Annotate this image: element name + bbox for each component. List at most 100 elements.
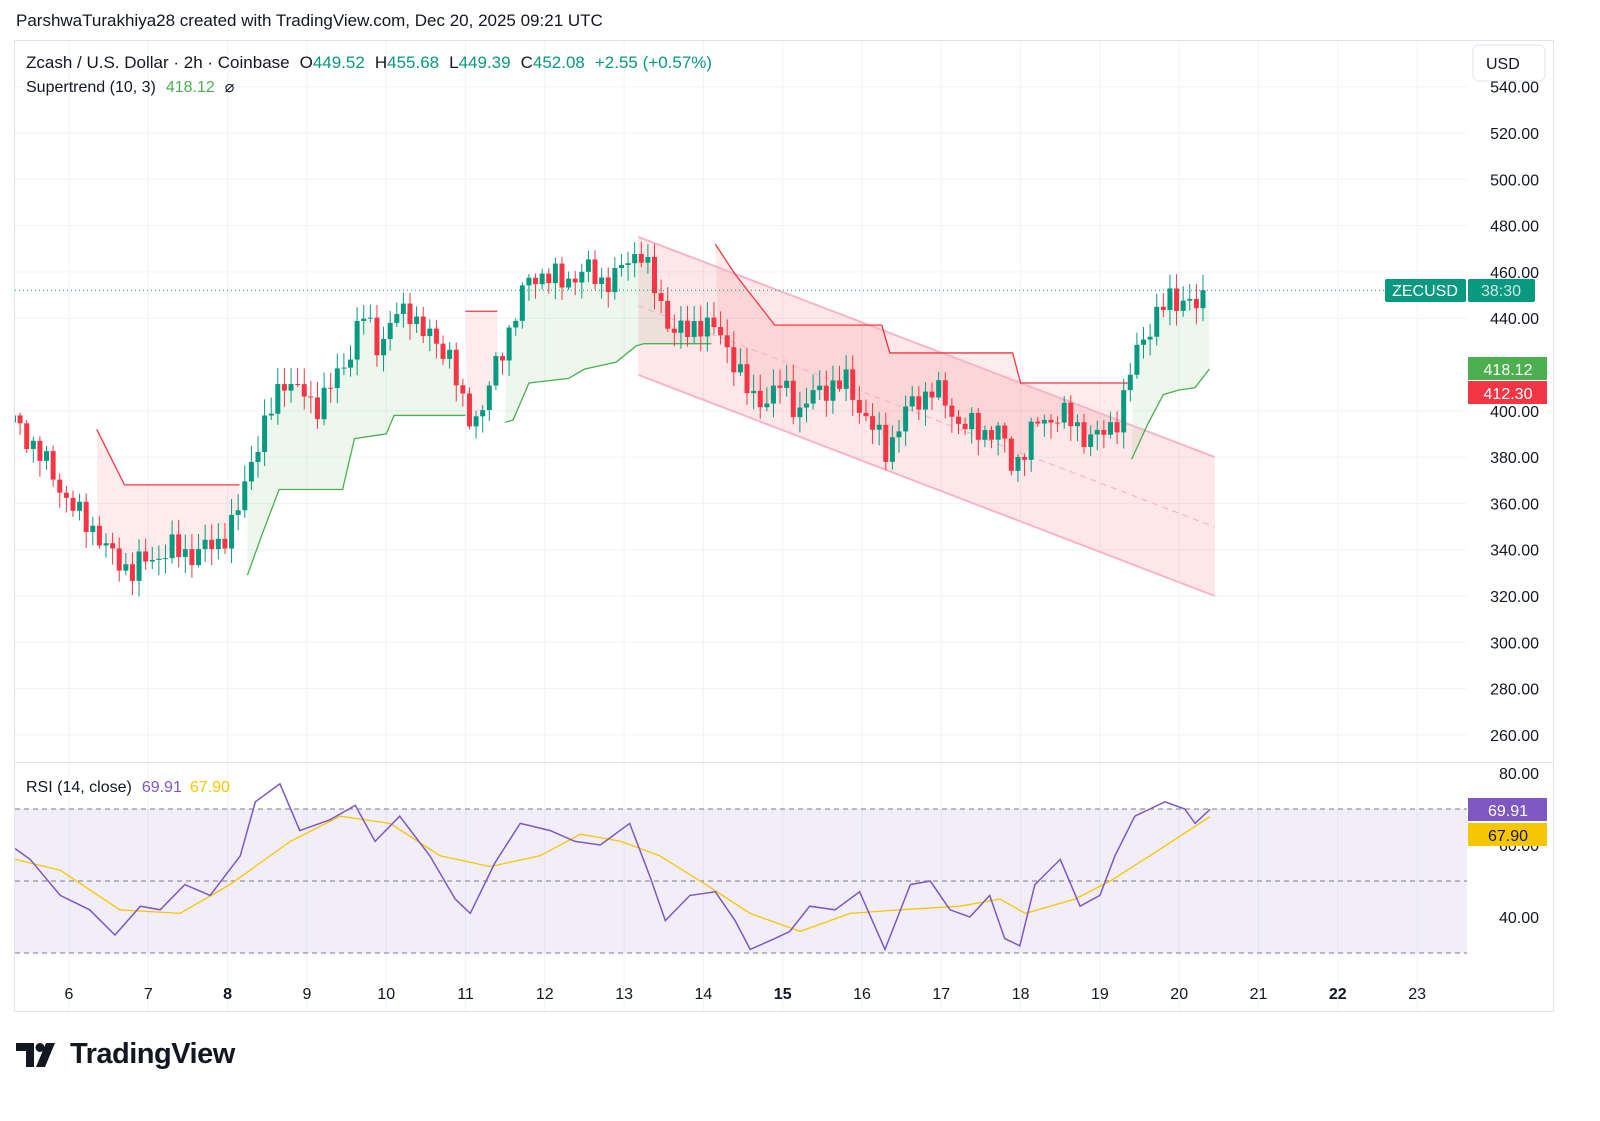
supertrend-badges: 418.12 412.30 69.91 67.90 [1468,357,1547,846]
candle [70,490,76,517]
close-value: 452.08 [533,53,585,72]
candle-body [784,380,790,388]
candle [328,372,334,403]
candle [1200,274,1206,322]
rsi-ma-line [15,815,1211,933]
time-tick-label: 10 [377,986,395,1003]
candle-body [314,397,320,420]
candle [420,306,426,344]
time-tick-label: 11 [457,986,474,1003]
low-value: 449.39 [459,53,511,72]
candle [969,407,975,444]
price-pane[interactable] [11,236,1467,597]
candle-body [995,425,1001,440]
candle [222,523,228,555]
supertrend-down-fill [96,429,240,572]
candle [268,397,274,421]
indicator-legend[interactable]: Supertrend (10, 3) 418.12 ⌀ [26,79,235,96]
candle [15,415,16,423]
candle-body [248,461,254,482]
candle-body [1167,288,1173,311]
currency-button[interactable]: USD [1472,44,1546,82]
candle [427,319,433,352]
candle [63,485,69,513]
change-value: +2.55 (+0.57%) [595,53,712,72]
candle [896,420,902,453]
hidden-eye-icon: ⌀ [225,79,235,96]
candle [215,523,221,560]
tradingview-logo-icon [16,1042,55,1067]
candle-body [757,390,763,408]
candle [1107,411,1113,439]
candle [546,268,552,294]
candle-body [288,383,294,391]
candle-body [506,327,512,361]
candle-body [354,320,360,360]
candle [116,537,122,582]
candle-body [982,430,988,440]
candle-body [129,564,135,581]
candle-body [156,558,162,560]
candle-body [262,415,268,452]
candle [77,493,83,521]
candle [770,369,776,418]
candle [1088,425,1094,457]
candle-body [387,322,393,340]
candle-body [533,277,539,285]
candle [625,251,631,281]
candle [229,498,235,564]
candle [803,387,809,423]
candle-body [460,385,466,394]
open-value: 449.52 [313,53,365,72]
chart-frame [14,40,1554,1012]
candle-body [420,316,426,337]
candle-body [546,273,552,284]
candle-body [955,416,961,424]
countdown-tag: 38:30 [1481,283,1521,300]
candle [962,417,968,435]
time-tick-label: 8 [223,986,232,1003]
rsi-legend[interactable]: RSI (14, close) 69.91 67.90 [26,779,230,796]
candle [83,493,89,549]
candle-body [50,451,56,480]
candle [837,365,843,392]
candle-body [585,259,591,272]
candle [1154,293,1160,346]
candle-body [916,396,922,410]
candle-body [969,412,975,430]
supertrend-down-line [714,243,1128,384]
tradingview-logo[interactable]: TradingView [16,1038,235,1071]
candle [876,412,882,446]
candle-body [275,384,281,414]
candle [136,539,142,597]
candle [678,306,684,349]
candle [942,372,948,419]
candle-body [1015,457,1021,471]
candle-body [215,538,221,550]
candle-body [989,430,995,440]
candle-body [1200,290,1206,309]
candle [387,310,393,351]
rsi-pane[interactable] [15,782,1467,954]
candle-body [24,423,30,449]
candle-body [942,380,948,406]
candle [123,552,129,576]
rsi-ma-value: 67.90 [190,779,230,796]
candle [1187,284,1193,311]
legend-row: Zcash / U.S. Dollar · 2h · Coinbase O449.… [26,53,712,72]
candle [989,426,995,449]
parallel-channel[interactable] [638,236,1216,597]
candle-body [328,387,334,389]
candle [903,395,909,446]
candle [1048,414,1054,439]
candle [526,273,532,301]
candle-body [843,369,849,389]
candle-body [176,534,182,557]
candle-body [975,412,981,440]
price-axis[interactable]: 540.00 520.00 500.00 480.00 460.00 440.00 400.… [1490,80,1539,745]
time-axis[interactable]: 6 7 8 9 10 11 12 13 14 15 16 17 18 19 20 21 22 23 [65,986,1427,1003]
candles [15,241,1206,597]
candle-body [671,328,677,333]
